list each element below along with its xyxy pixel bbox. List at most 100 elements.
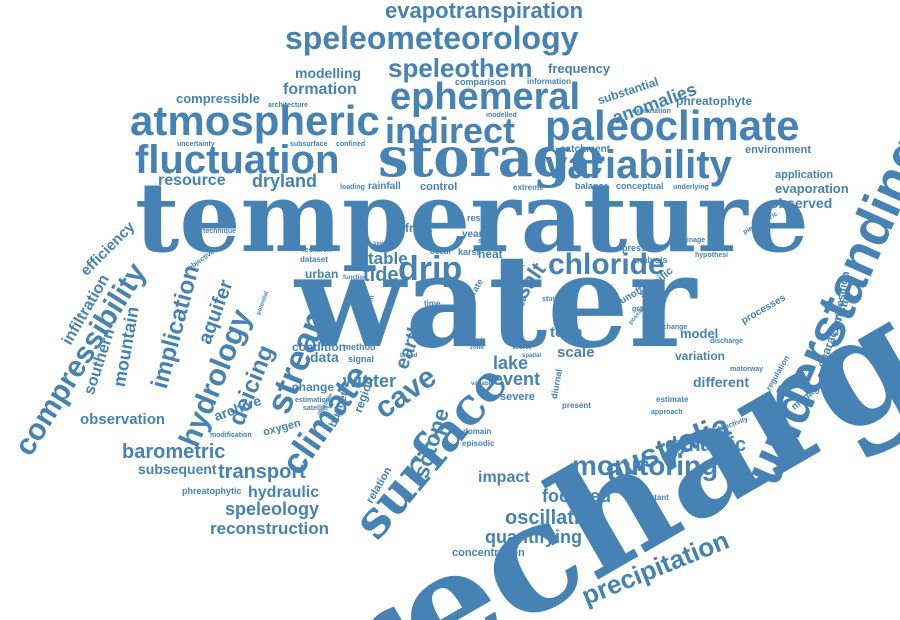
word-environment: environment bbox=[745, 144, 812, 156]
word-hydraulic: hydraulic bbox=[248, 484, 320, 501]
word-application: application bbox=[775, 169, 834, 181]
word-site: site bbox=[507, 316, 520, 323]
word-occur: occur bbox=[430, 247, 452, 256]
word-water: water bbox=[295, 227, 697, 377]
word-formation: formation bbox=[283, 81, 357, 98]
word-severe: severe bbox=[500, 391, 535, 403]
word-oscillation: oscillation bbox=[505, 507, 604, 529]
word-model: model bbox=[680, 326, 719, 341]
word-concentration: concentration bbox=[452, 547, 525, 559]
word-hypothesi: hypothesi bbox=[695, 252, 729, 259]
word-variation: variation bbox=[675, 349, 726, 363]
word-source: source bbox=[512, 345, 532, 351]
word-rainfall: rainfall bbox=[368, 181, 401, 192]
word-monitoring: monitoring bbox=[572, 450, 719, 481]
word-technique: technique bbox=[203, 228, 237, 235]
word-condition: condition bbox=[292, 340, 346, 354]
word-comparison: comparison bbox=[455, 77, 507, 87]
word-domain: domain bbox=[463, 427, 492, 436]
word-front: front bbox=[405, 221, 433, 235]
word-result: result bbox=[467, 213, 492, 223]
word-storage: storage bbox=[378, 125, 605, 189]
word-analysis: analysis bbox=[632, 255, 668, 265]
word-quantifying: quantifying bbox=[485, 527, 582, 547]
word-estimate: estimate bbox=[656, 395, 689, 404]
word-estimation: estimation bbox=[295, 397, 331, 404]
word-chloride: chloride bbox=[548, 248, 665, 281]
word-resource: resource bbox=[158, 172, 226, 189]
word-different: different bbox=[693, 374, 749, 390]
word-modelling: modelling bbox=[295, 65, 362, 81]
word-pressure: pressure bbox=[622, 243, 661, 253]
word-loading: loading bbox=[340, 184, 365, 191]
word-uncertainty: uncertainty bbox=[177, 141, 215, 148]
word-solar: solar bbox=[503, 262, 525, 272]
word-table: table bbox=[368, 249, 408, 268]
word-frequency: frequency bbox=[548, 61, 611, 76]
word-barometric: barometric bbox=[122, 441, 226, 463]
word-variability: variability bbox=[545, 143, 732, 187]
word-information: information bbox=[527, 77, 571, 86]
word-explanation: explanation bbox=[632, 108, 671, 115]
word-change: change bbox=[292, 380, 335, 394]
word-architecture: architecture bbox=[268, 102, 309, 109]
word-motorway: motorway bbox=[730, 366, 764, 373]
word-evapotranspiration: evapotranspiration bbox=[385, 0, 584, 23]
word-work: work bbox=[470, 338, 485, 344]
word-phreatophytic: phreatophytic bbox=[182, 486, 242, 496]
word-temperature: temperature bbox=[135, 161, 809, 274]
word-conceptual: conceptual bbox=[616, 181, 664, 191]
word-potential: potential bbox=[256, 290, 271, 317]
word-winter: winter bbox=[343, 371, 397, 391]
word-speleometeorology: speleometeorology bbox=[285, 20, 579, 56]
word-balance: balance bbox=[575, 181, 609, 191]
word-lake: lake bbox=[493, 353, 529, 373]
word-storm: storm bbox=[478, 238, 498, 245]
word-implication: implication bbox=[146, 262, 205, 392]
word-several: several bbox=[373, 241, 394, 247]
word-discharge: discharge bbox=[710, 338, 744, 345]
word-paleoclimate: paleoclimate bbox=[545, 102, 800, 149]
word-drip: drip bbox=[398, 250, 463, 288]
word-method: method bbox=[343, 342, 376, 352]
word-ephemeral: ephemeral bbox=[390, 76, 581, 118]
word-function: function bbox=[343, 275, 367, 281]
word-extreme: extreme bbox=[513, 183, 544, 192]
word-observation: observation bbox=[80, 411, 166, 428]
word-underlying: underlying bbox=[673, 184, 709, 191]
word-head: head bbox=[502, 327, 524, 337]
word-speleothem: speleothem bbox=[388, 53, 533, 83]
word-dataset: dataset bbox=[300, 255, 329, 264]
word-control: control bbox=[420, 181, 458, 193]
word-research: research bbox=[302, 247, 332, 254]
word-impact: impact bbox=[478, 469, 530, 486]
word-transport: transport bbox=[218, 461, 306, 483]
word-signal: signal bbox=[348, 354, 375, 364]
word-dryland: dryland bbox=[252, 171, 318, 191]
word-phreatophyte: phreatophyte bbox=[676, 94, 753, 108]
word-observed: observed bbox=[770, 195, 833, 211]
word-dynamic: dynamic bbox=[665, 434, 747, 456]
word-subsequent: subsequent bbox=[138, 461, 217, 477]
word-subsurface: subsurface bbox=[290, 141, 328, 148]
word-focused: focused bbox=[542, 486, 612, 506]
word-atmospheric: atmospheric bbox=[130, 97, 380, 144]
word-based: based bbox=[400, 353, 418, 359]
word-drainage: drainage bbox=[676, 237, 706, 244]
word-compressible: compressible bbox=[176, 91, 260, 106]
word-data: data bbox=[310, 349, 339, 365]
word-event: event bbox=[493, 369, 541, 389]
word-confined: confined bbox=[336, 141, 366, 148]
word-catchment: catchment bbox=[560, 144, 611, 155]
word-important: important bbox=[632, 493, 669, 502]
word-spatial: spatial bbox=[522, 353, 542, 359]
word-exchange: exchange bbox=[655, 324, 688, 331]
word-reconstruction: reconstruction bbox=[210, 519, 330, 538]
word-modification: modification bbox=[210, 432, 252, 439]
word-satellite: satellite bbox=[303, 405, 330, 412]
word-heat: heat bbox=[478, 247, 503, 261]
word-term: term bbox=[550, 324, 583, 341]
word-indirect: indirect bbox=[385, 110, 516, 151]
word-year: year bbox=[462, 229, 483, 240]
word-approach: approach bbox=[651, 409, 683, 416]
